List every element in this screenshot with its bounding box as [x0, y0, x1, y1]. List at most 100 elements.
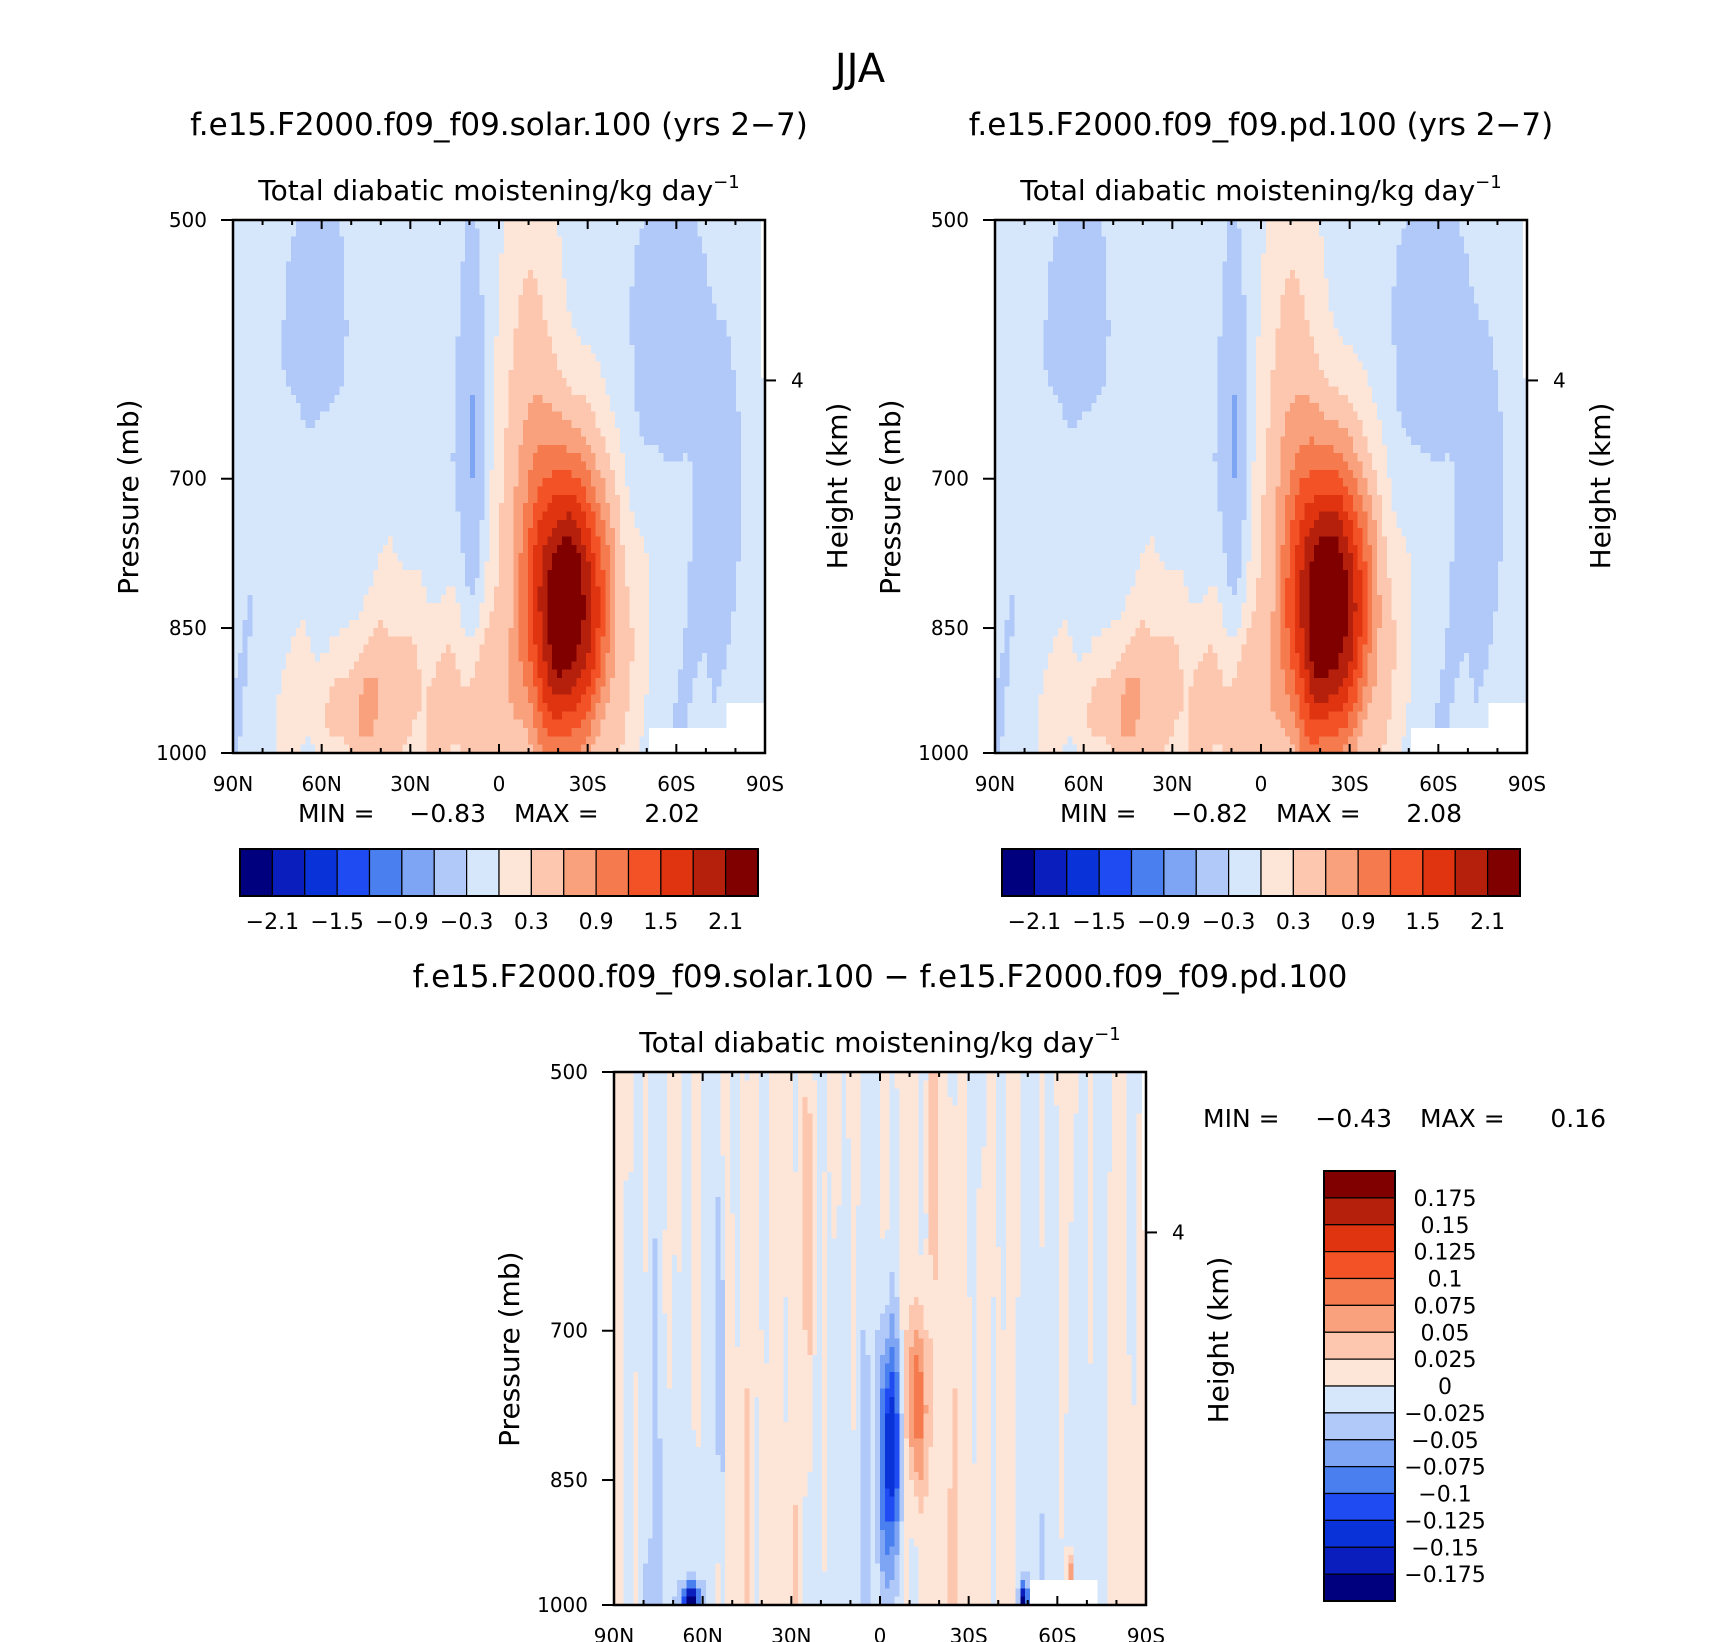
- contour-cell: [571, 278, 577, 288]
- contour-cell: [687, 419, 694, 429]
- contour-cell: [595, 519, 602, 529]
- contour-cell: [271, 278, 278, 288]
- contour-cell: [455, 244, 461, 254]
- contour-cell: [711, 220, 718, 229]
- contour-cell: [291, 553, 297, 563]
- contour-cell: [387, 494, 394, 504]
- contour-cell: [339, 578, 345, 588]
- contour-cell: [469, 294, 476, 304]
- contour-cell: [600, 286, 606, 296]
- contour-cell: [315, 444, 321, 454]
- contour-cell: [300, 303, 307, 313]
- contour-cell: [320, 328, 326, 338]
- contour-cell: [465, 369, 471, 379]
- contour-cell: [431, 244, 437, 254]
- contour-cell: [735, 236, 742, 246]
- contour-cell: [484, 228, 490, 238]
- contour-cell: [474, 436, 481, 446]
- contour-cell: [262, 486, 268, 496]
- contour-cell: [750, 586, 756, 596]
- contour-cell: [445, 336, 452, 346]
- contour-cell: [373, 494, 379, 504]
- contour-cell: [402, 236, 408, 246]
- contour-cell: [581, 336, 587, 346]
- contour-cell: [349, 244, 355, 254]
- contour-cell: [653, 553, 660, 563]
- contour-cell: [465, 544, 471, 554]
- contour-cell: [407, 228, 413, 238]
- contour-cell: [605, 486, 611, 496]
- contour-cell: [528, 369, 534, 379]
- contour-cell: [387, 553, 394, 563]
- contour-cell: [663, 378, 669, 388]
- contour-cell: [489, 519, 495, 529]
- contour-cell: [677, 261, 684, 271]
- contour-cell: [542, 228, 548, 238]
- contour-cell: [552, 478, 558, 488]
- contour-cell: [363, 294, 370, 304]
- contour-cell: [561, 361, 568, 371]
- contour-cell: [237, 253, 244, 263]
- contour-cell: [682, 536, 689, 546]
- contour-cell: [513, 553, 519, 563]
- contour-cell: [760, 378, 766, 388]
- contour-cell: [445, 544, 452, 554]
- contour-cell: [411, 411, 418, 421]
- contour-cell: [455, 278, 461, 288]
- contour-cell: [615, 328, 621, 338]
- contour-cell: [233, 553, 239, 563]
- contour-cell: [731, 561, 737, 571]
- contour-cell: [474, 519, 481, 529]
- contour-cell: [648, 403, 655, 413]
- contour-cell: [407, 494, 413, 504]
- contour-cell: [600, 436, 606, 446]
- contour-cell: [706, 578, 713, 588]
- contour-cell: [436, 253, 442, 263]
- contour-cell: [281, 469, 287, 479]
- contour-cell: [450, 503, 457, 513]
- contour-cell: [431, 403, 437, 413]
- contour-cell: [300, 328, 307, 338]
- contour-cell: [644, 244, 650, 254]
- contour-cell: [310, 494, 316, 504]
- contour-cell: [537, 328, 544, 338]
- contour-cell: [387, 303, 394, 313]
- contour-cell: [368, 253, 374, 263]
- contour-cell: [639, 419, 645, 429]
- contour-cell: [455, 486, 461, 496]
- contour-cell: [247, 536, 253, 546]
- contour-cell: [368, 220, 374, 229]
- contour-cell: [281, 294, 287, 304]
- contour-cell: [595, 511, 602, 521]
- contour-cell: [716, 519, 723, 529]
- contour-cell: [291, 419, 297, 429]
- contour-cell: [315, 544, 321, 554]
- contour-cell: [397, 269, 403, 279]
- contour-cell: [469, 486, 476, 496]
- contour-cell: [735, 411, 742, 421]
- contour-cell: [426, 236, 432, 246]
- contour-cell: [329, 311, 336, 321]
- contour-cell: [658, 561, 665, 571]
- contour-cell: [416, 336, 423, 346]
- contour-cell: [494, 494, 500, 504]
- contour-cell: [673, 544, 679, 554]
- contour-cell: [557, 236, 563, 246]
- contour-cell: [291, 253, 297, 263]
- contour-cell: [750, 569, 756, 579]
- contour-cell: [397, 220, 403, 229]
- contour-cell: [750, 311, 756, 321]
- contour-cell: [668, 544, 674, 554]
- contour-cell: [576, 311, 582, 321]
- contour-cell: [547, 411, 553, 421]
- contour-cell: [532, 453, 539, 463]
- contour-cell: [494, 586, 500, 596]
- contour-cell: [353, 486, 360, 496]
- contour-cell: [745, 361, 752, 371]
- contour-cell: [721, 411, 727, 421]
- contour-cell: [407, 394, 413, 404]
- contour-cell: [266, 220, 273, 229]
- contour-cell: [629, 411, 636, 421]
- contour-cell: [479, 236, 486, 246]
- contour-cell: [740, 553, 747, 563]
